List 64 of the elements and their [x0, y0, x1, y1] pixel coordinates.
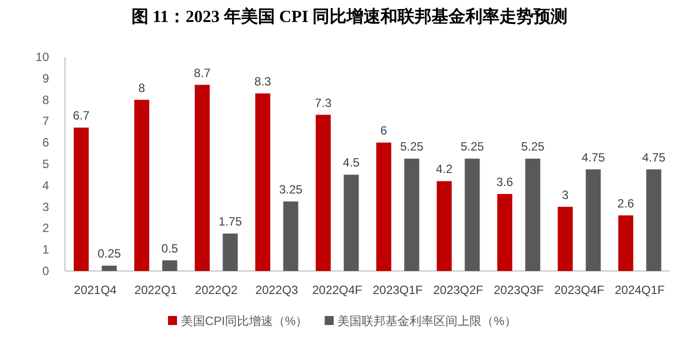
y-tick-label: 1: [42, 242, 50, 257]
bar: [344, 174, 359, 271]
data-label: 0.5: [161, 241, 178, 256]
chart-title: 图 11：2023 年美国 CPI 同比增速和联邦基金利率走势预测: [131, 7, 568, 26]
bar: [404, 158, 420, 271]
bar: [162, 260, 178, 271]
y-tick-label: 7: [42, 114, 50, 128]
data-label: 3.6: [496, 174, 514, 189]
data-label: 3.25: [279, 182, 303, 196]
x-tick-label: 2023Q4F: [554, 283, 604, 297]
x-tick-label: 2022Q4F: [312, 283, 362, 297]
bar: [134, 100, 150, 271]
bar: [558, 206, 573, 271]
x-tick-label: 2022Q2: [194, 283, 238, 297]
x-tick-label: 2023Q3F: [494, 283, 544, 297]
y-tick-label: 5: [42, 157, 50, 171]
bar: [497, 194, 512, 271]
data-label: 2.6: [617, 196, 634, 210]
data-label: 4.2: [436, 162, 453, 176]
bar: [525, 158, 540, 271]
bar: [74, 128, 89, 271]
x-tick-label: 2023Q2F: [433, 283, 484, 297]
data-label: 5.25: [460, 140, 484, 154]
data-label: 6: [380, 124, 388, 138]
y-tick-label: 3: [42, 200, 50, 214]
data-label: 6.7: [72, 108, 90, 123]
bar: [222, 234, 238, 271]
x-tick-label: 2023Q1F: [372, 283, 423, 297]
y-tick-label: 4: [42, 178, 50, 192]
bar: [586, 169, 601, 271]
data-label: 8.3: [254, 74, 272, 88]
data-label: 5.25: [521, 140, 545, 154]
data-label: 8: [138, 80, 146, 95]
bar: [283, 201, 298, 271]
data-label: 4.75: [642, 150, 666, 164]
data-label: 0.25: [98, 246, 122, 261]
y-tick-label: 6: [42, 136, 50, 150]
legend-label: 美国联邦基金利率区间上限（%）: [338, 314, 516, 328]
data-label: 4.75: [582, 150, 606, 164]
y-tick-label: 10: [36, 50, 50, 64]
bar: [255, 93, 270, 271]
x-tick-label: 2024Q1F: [614, 283, 665, 297]
y-tick-label: 8: [42, 92, 50, 107]
bar: [436, 181, 452, 271]
x-tick-label: 2022Q1: [134, 283, 178, 297]
bar: [618, 215, 634, 271]
x-tick-label: 2022Q3: [255, 283, 298, 297]
data-label: 1.75: [218, 214, 242, 229]
bar: [316, 114, 331, 271]
bar: [646, 169, 662, 271]
data-label: 8.7: [194, 66, 211, 80]
y-tick-label: 2: [42, 221, 50, 236]
data-label: 3: [562, 188, 569, 202]
y-tick-label: 9: [42, 71, 50, 86]
data-label: 7.3: [314, 96, 332, 110]
bar: [376, 142, 392, 271]
x-tick-label: 2021Q4: [74, 283, 117, 297]
bar: [102, 266, 117, 271]
bar: [464, 158, 480, 271]
bar: [194, 84, 210, 271]
legend-label: 美国CPI同比增速（%）: [181, 314, 308, 328]
data-label: 4.5: [342, 156, 360, 170]
y-tick-label: 0: [42, 264, 50, 278]
data-label: 5.25: [400, 140, 424, 154]
